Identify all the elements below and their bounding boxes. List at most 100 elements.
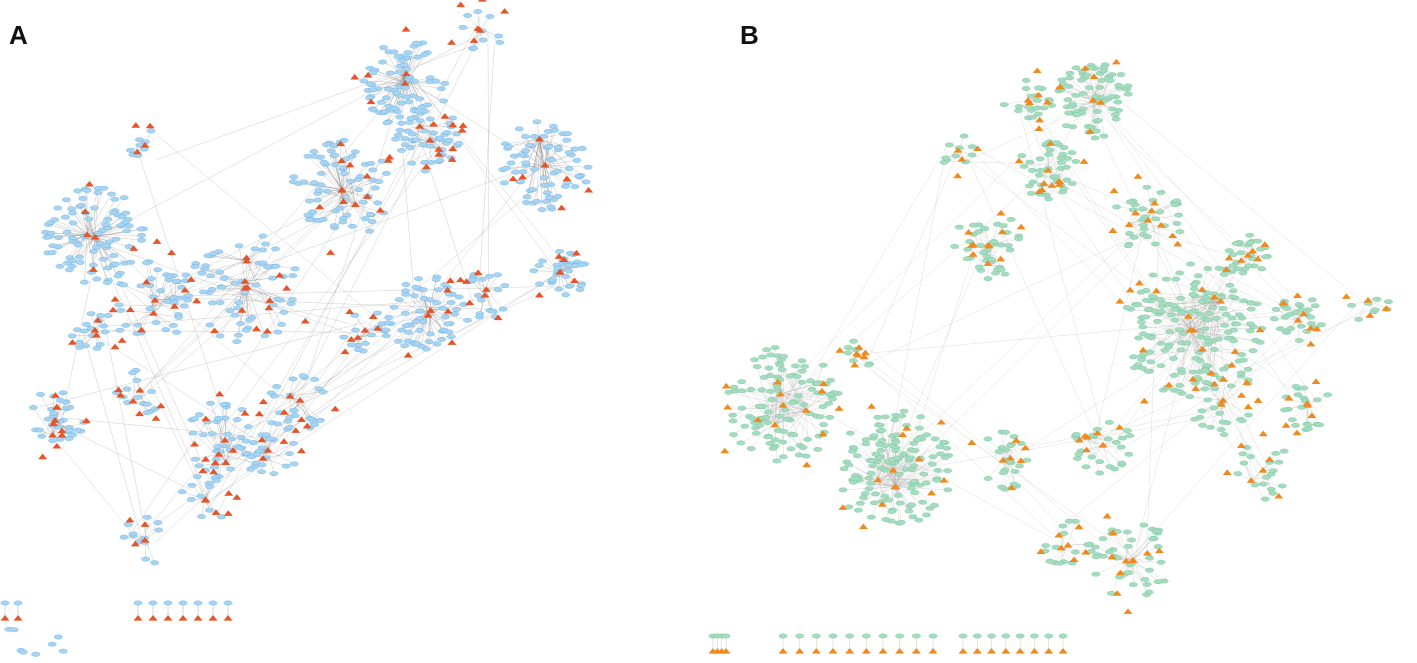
node (153, 267, 163, 273)
node (521, 160, 531, 166)
hub-node (854, 344, 864, 350)
hub-node (445, 277, 455, 283)
edge (1038, 113, 1266, 474)
node (54, 424, 64, 430)
node (1085, 541, 1095, 547)
node (169, 295, 178, 300)
hub-node (1236, 442, 1246, 448)
node (1372, 296, 1382, 302)
node (1269, 316, 1279, 322)
node (111, 236, 121, 242)
node (18, 649, 28, 655)
node (1246, 306, 1256, 312)
node (318, 389, 328, 395)
edge (132, 295, 261, 405)
edge (895, 456, 934, 488)
edge (205, 480, 217, 500)
node (751, 430, 761, 436)
hub-node (936, 418, 946, 425)
node (410, 293, 419, 299)
node (524, 143, 534, 148)
node (1071, 549, 1080, 555)
node (506, 160, 516, 166)
node (1188, 291, 1198, 297)
node (9, 627, 19, 633)
node (818, 404, 828, 409)
node (765, 440, 775, 446)
node (843, 345, 853, 350)
node (244, 317, 254, 323)
node (793, 393, 803, 399)
edge (1131, 539, 1134, 561)
node (1220, 322, 1229, 328)
node (397, 327, 406, 333)
hub-node (1054, 531, 1064, 538)
hub-node (403, 352, 413, 358)
node (1082, 72, 1092, 78)
node (415, 96, 424, 102)
node (395, 127, 405, 133)
node (108, 210, 118, 216)
node (103, 265, 113, 271)
node (502, 165, 511, 171)
hub-node (1255, 326, 1265, 333)
node (181, 272, 191, 278)
node (1063, 97, 1073, 103)
edge (848, 464, 897, 488)
node (339, 171, 349, 176)
node (875, 455, 884, 461)
hub-node (835, 347, 845, 353)
edge (343, 173, 345, 202)
node (1073, 456, 1082, 461)
node (1091, 571, 1101, 577)
edge (529, 145, 546, 166)
node (393, 54, 403, 59)
hub-node (972, 648, 982, 654)
node (1141, 314, 1150, 320)
node (762, 347, 771, 353)
hub-node (770, 421, 780, 428)
node (1170, 317, 1180, 323)
edge (267, 449, 295, 465)
node (289, 174, 299, 180)
hub-node (265, 297, 275, 303)
edge (85, 329, 96, 346)
node (1294, 302, 1304, 307)
node (1143, 307, 1153, 313)
node (58, 648, 68, 654)
hub-node (337, 157, 347, 164)
node (1058, 151, 1068, 157)
node (1245, 328, 1255, 334)
node (570, 146, 580, 152)
node (765, 373, 775, 378)
node (1136, 319, 1146, 325)
node (1297, 323, 1306, 329)
node (373, 200, 383, 206)
node (775, 413, 784, 419)
hub-node (968, 251, 978, 257)
node (415, 328, 425, 333)
edge (895, 438, 936, 488)
node (907, 502, 917, 508)
hub-node (778, 648, 788, 654)
hub-node (1218, 397, 1228, 403)
node (1260, 496, 1270, 502)
hub-node (1185, 326, 1195, 333)
node (778, 633, 788, 639)
hub-node (987, 648, 997, 654)
node (980, 226, 990, 231)
node (761, 415, 771, 420)
node (1170, 202, 1180, 208)
node (864, 362, 873, 368)
node (1045, 147, 1055, 153)
hub-node (214, 451, 224, 457)
node (516, 179, 526, 185)
node (1001, 633, 1011, 639)
node (263, 264, 272, 270)
node (469, 45, 479, 51)
node (1108, 106, 1117, 112)
edge (544, 164, 580, 177)
node (434, 287, 443, 293)
edge (1171, 314, 1194, 331)
node (1200, 367, 1210, 373)
